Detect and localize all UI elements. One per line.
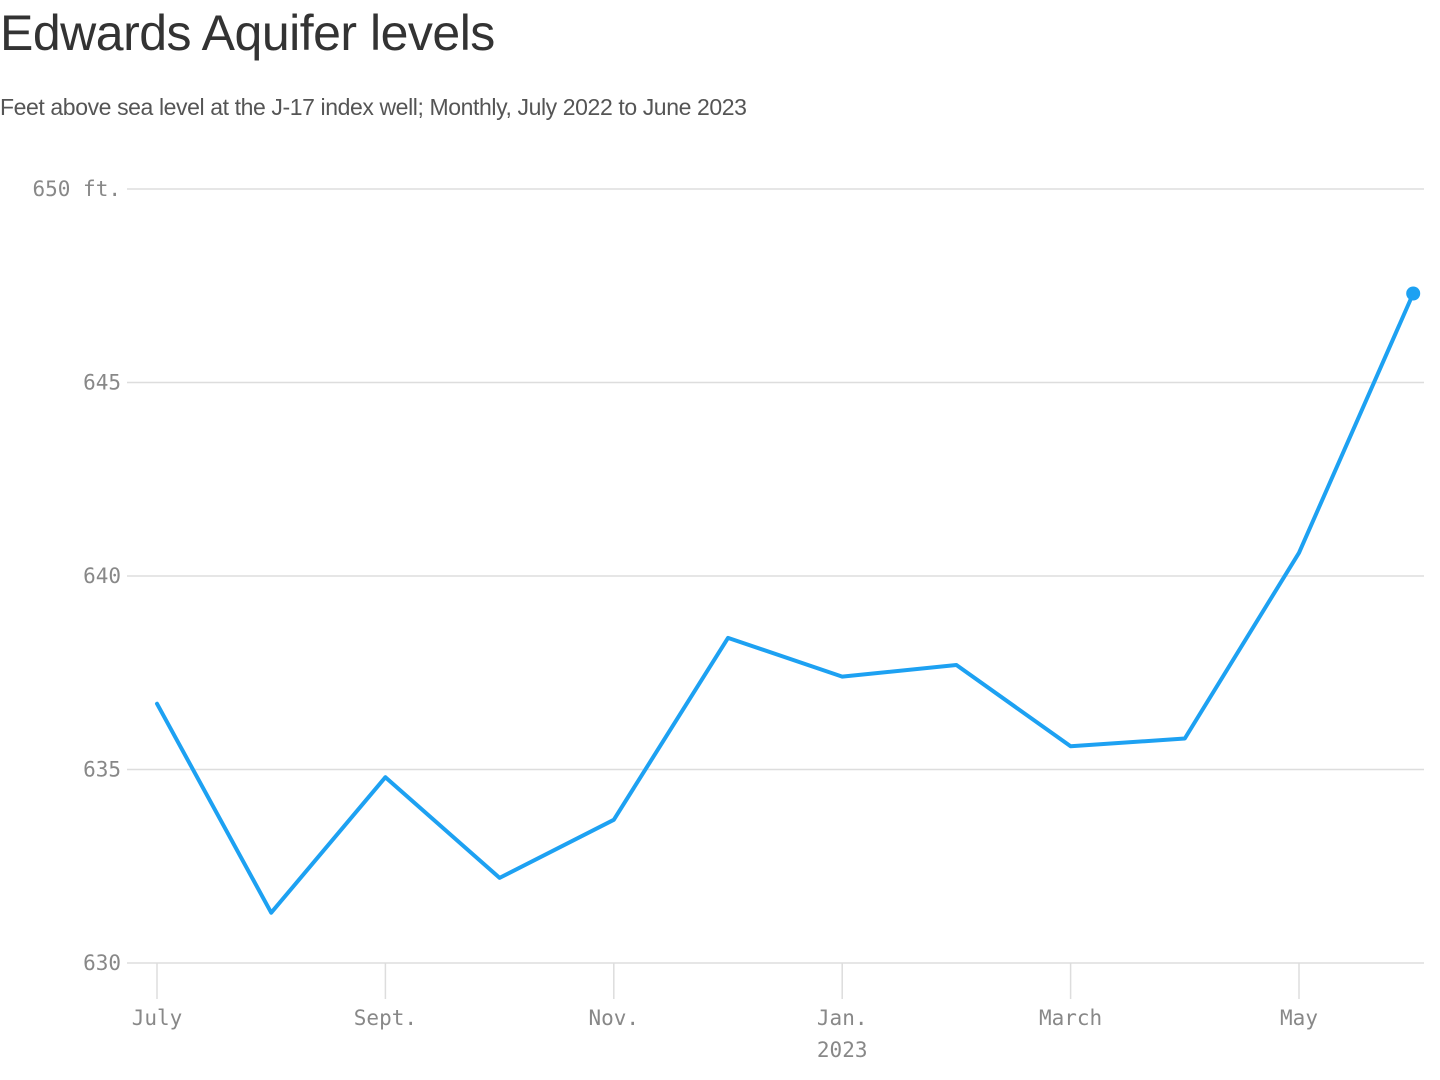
x-tick-label: Nov.	[589, 1006, 640, 1030]
data-point	[612, 818, 616, 822]
chart-subtitle: Feet above sea level at the J-17 index w…	[0, 94, 747, 120]
x-tick-label: Sept.	[354, 1006, 417, 1030]
y-tick-label: 650 ft.	[32, 177, 121, 201]
data-point	[1069, 744, 1073, 748]
data-point	[1297, 551, 1301, 555]
y-tick-label: 645	[83, 371, 121, 395]
y-tick-label: 635	[83, 758, 121, 782]
data-point	[383, 775, 387, 779]
chart-title: Edwards Aquifer levels	[0, 5, 495, 61]
data-point	[954, 663, 958, 667]
y-tick-label: 640	[83, 564, 121, 588]
x-tick-label: May	[1280, 1006, 1318, 1030]
data-point	[155, 702, 159, 706]
data-point	[840, 675, 844, 679]
x-tick-label: Jan.	[817, 1006, 868, 1030]
data-point	[498, 876, 502, 880]
series-line	[155, 291, 1416, 915]
data-point	[1183, 737, 1187, 741]
x-tick-label: July	[132, 1006, 183, 1030]
y-tick-label: 630	[83, 951, 121, 975]
end-point-marker	[1406, 286, 1421, 301]
data-point	[726, 636, 730, 640]
x-tick-label: March	[1039, 1006, 1102, 1030]
data-point	[269, 911, 273, 915]
x-tick-sublabel: 2023	[817, 1038, 868, 1062]
